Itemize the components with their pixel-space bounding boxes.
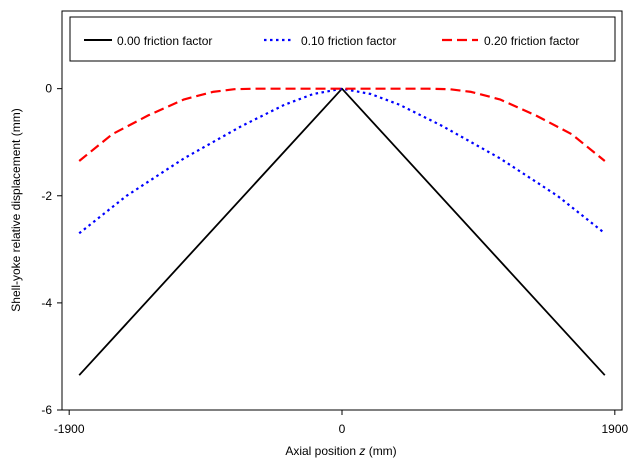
series-group: [78, 87, 606, 376]
axis-ticks: -1900 0 1900 0 -2 -4 -6: [41, 82, 628, 436]
y-axis-label: Shell-yoke relative displacement (mm): [9, 108, 23, 311]
x-tick-label: 1900: [601, 422, 628, 436]
x-tick-label: 0: [339, 422, 346, 436]
x-axis-label: Axial position z (mm): [285, 444, 396, 458]
x-axis-label-text: Axial position: [285, 444, 359, 458]
legend: 0.00 friction factor 0.10 friction facto…: [69, 16, 616, 62]
x-axis-label-unit: (mm): [365, 444, 396, 458]
y-tick-label: 0: [45, 82, 52, 96]
x-axis-label-variable: z: [358, 444, 365, 458]
series-line-2: [78, 87, 606, 162]
y-tick-label: -6: [41, 403, 52, 417]
x-tick-label: -1900: [54, 422, 85, 436]
legend-label-2: 0.20 friction factor: [484, 34, 579, 48]
plot-area: [61, 10, 623, 411]
y-tick-label: -2: [41, 189, 52, 203]
legend-box: [69, 16, 616, 62]
legend-label-1: 0.10 friction factor: [301, 34, 396, 48]
legend-label-0: 0.00 friction factor: [117, 34, 212, 48]
y-tick-label: -4: [41, 296, 52, 310]
series-line-0: [78, 87, 606, 376]
